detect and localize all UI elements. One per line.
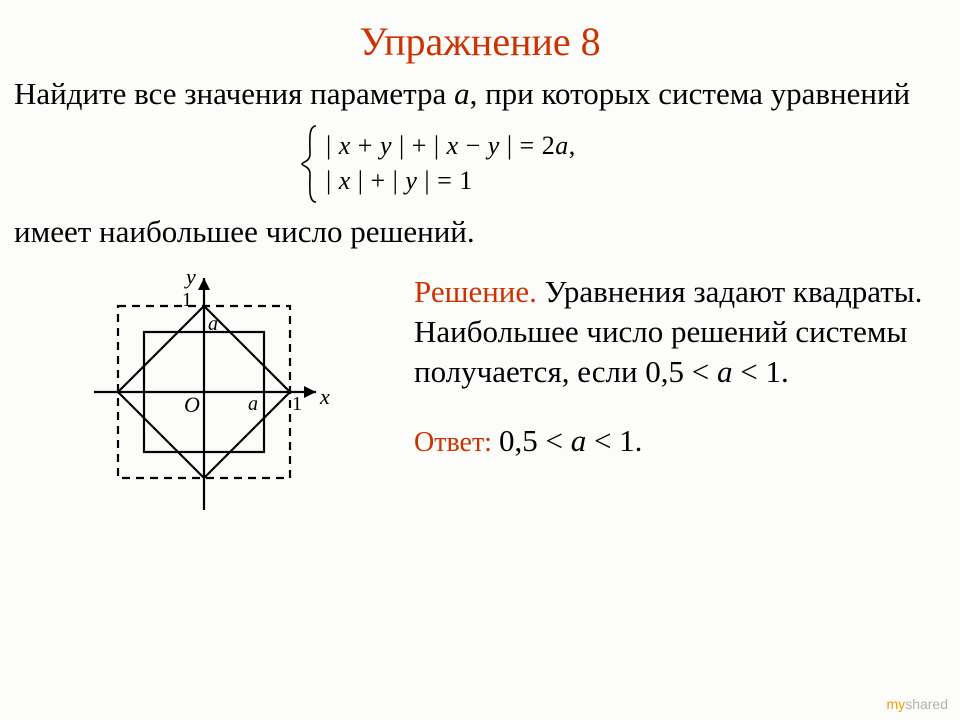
solution-body-2: < 1. [733, 354, 789, 389]
answer-label: Ответ: [414, 427, 492, 458]
y-one-label: 1 [182, 289, 192, 311]
equation-2: | x | + | y | = 1 [326, 163, 576, 198]
lower-row: x y O 1 1 a a Решение. Уравнения задают … [14, 264, 946, 525]
slide-page: Упражнение 8 Найдите все значения параме… [0, 0, 960, 720]
brace-icon [300, 124, 322, 204]
answer-block: Ответ: 0,5 < a < 1. [414, 421, 946, 461]
footer-prefix: my [887, 696, 906, 712]
answer-text-1: 0,5 < [499, 423, 571, 458]
x-one-label: 1 [292, 393, 302, 415]
equation-lines: | x + y | + | x − y | = 2a, | x | + | y … [326, 128, 576, 198]
origin-label: O [184, 392, 200, 417]
solution-column: Решение. Уравнения задают квадраты. Наиб… [414, 264, 946, 461]
x-a-label: a [248, 393, 258, 415]
solution-text: Решение. Уравнения задают квадраты. Наиб… [414, 272, 946, 393]
x-axis-label: x [319, 384, 330, 409]
answer-a: a [571, 423, 587, 458]
solution-a-1: a [717, 354, 733, 389]
solution-label: Решение. [414, 274, 537, 309]
footer-rest: shared [905, 696, 948, 712]
problem-text-part2: , при которых система уравнений [470, 76, 911, 111]
param-a: a [454, 76, 470, 111]
system-of-equations: | x + y | + | x − y | = 2a, | x | + | y … [300, 124, 660, 204]
answer-text-2: < 1. [586, 423, 642, 458]
equation-1: | x + y | + | x − y | = 2a, [326, 128, 576, 163]
y-a-label: a [208, 313, 218, 335]
problem-text-part1: Найдите все значения параметра [14, 76, 454, 111]
problem-continuation: имеет наибольшее число решений. [14, 214, 946, 250]
squares-diagram: x y O 1 1 a a [84, 264, 334, 520]
figure-container: x y O 1 1 a a [14, 264, 394, 525]
footer-brand: myshared [887, 696, 948, 712]
exercise-title: Упражнение 8 [14, 18, 946, 65]
y-axis-label: y [184, 264, 196, 289]
problem-statement: Найдите все значения параметра a, при ко… [14, 75, 946, 114]
